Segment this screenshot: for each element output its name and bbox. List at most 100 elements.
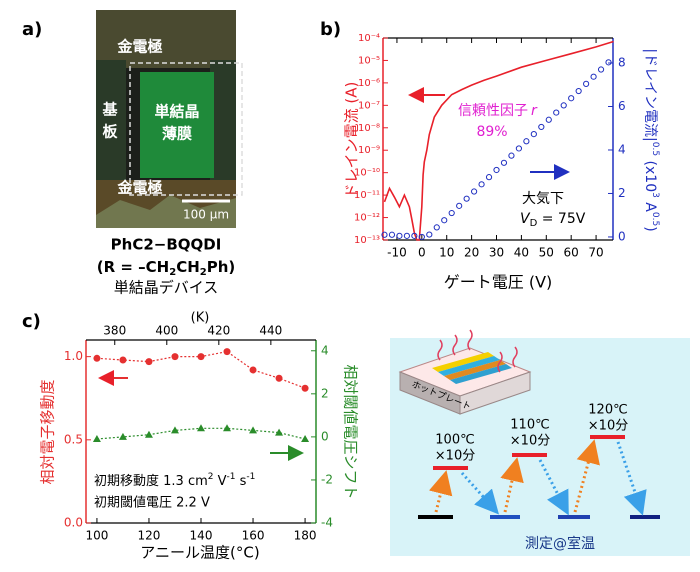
caption-sub: 2 xyxy=(169,267,176,278)
caption-sub: 2 xyxy=(200,267,207,278)
y-tick-label: 10⁻¹² xyxy=(354,213,380,224)
marker xyxy=(500,159,508,166)
y-tick-label: 0.5 xyxy=(64,432,83,446)
marker xyxy=(118,432,127,440)
photo-label: 基 xyxy=(101,101,118,119)
label-part: (x10 xyxy=(642,156,658,192)
marker xyxy=(92,435,101,443)
marker xyxy=(197,424,205,432)
caption: PhC2−BQQDI xyxy=(111,236,222,254)
marker xyxy=(145,358,153,366)
x-tick-label: 140 xyxy=(190,529,213,543)
y2-tick-label: 4 xyxy=(618,142,626,156)
annotation: 89% xyxy=(476,124,507,140)
annotation: 初期閾値電圧 2.2 V xyxy=(94,495,210,511)
marker xyxy=(388,231,396,238)
marker xyxy=(493,166,500,174)
y-tick-label: 10⁻⁹ xyxy=(358,145,380,156)
annotation-part: V xyxy=(520,211,531,227)
marker xyxy=(249,426,258,434)
annotation: 信頼性因子 r xyxy=(458,103,538,119)
marker xyxy=(411,232,418,239)
marker xyxy=(170,426,179,434)
x-tick-label: 160 xyxy=(242,529,265,543)
marker xyxy=(515,145,523,152)
label-part: ) xyxy=(642,226,658,231)
photo-label: 金電極 xyxy=(116,179,162,197)
y-tick-label: 1.0 xyxy=(64,349,83,363)
y-tick-label: 10⁻⁴ xyxy=(358,33,380,44)
marker xyxy=(223,348,231,356)
x-tick-label: 180 xyxy=(294,529,317,543)
series-line xyxy=(383,40,614,241)
marker xyxy=(583,80,590,87)
annotation-part: 初期移動度 1.3 cm xyxy=(94,473,208,489)
marker xyxy=(448,209,455,217)
y-tick-label: 10⁻¹¹ xyxy=(354,190,380,201)
annotation: VD = 75V xyxy=(520,211,586,229)
x2-tick-label: 400 xyxy=(155,324,178,338)
marker xyxy=(275,428,284,436)
marker xyxy=(403,232,410,239)
annotation-sup: -1 xyxy=(227,472,236,482)
panel-label: b) xyxy=(320,19,341,40)
measurement-label: 測定@室温 xyxy=(525,535,595,552)
marker xyxy=(223,424,232,432)
y2-tick-label: 2 xyxy=(618,186,626,200)
y2-tick-label: 6 xyxy=(618,99,626,113)
x-tick-label: 120 xyxy=(138,529,161,543)
marker xyxy=(523,138,530,145)
marker xyxy=(568,95,575,102)
y2-axis-label: 相対閾値電圧シフト xyxy=(342,364,360,499)
y-tick-label: 0.0 xyxy=(64,516,83,530)
marker xyxy=(249,366,257,374)
marker xyxy=(456,202,463,209)
photo-label: 金電極 xyxy=(116,38,162,56)
caption: (R = –CH2CH2Ph) xyxy=(97,258,236,279)
marker xyxy=(381,231,388,238)
y-tick-label: 10⁻⁸ xyxy=(358,123,380,134)
marker xyxy=(605,59,612,66)
x-axis-label: ゲート電圧 (V) xyxy=(444,273,553,292)
annotation-sup: 2 xyxy=(208,472,214,482)
x-tick-label: 70 xyxy=(588,246,603,260)
annotation-sup: -1 xyxy=(246,472,255,482)
marker xyxy=(418,233,425,241)
caption-part: Ph) xyxy=(207,258,236,276)
y-tick-label: 10⁻⁵ xyxy=(358,55,380,66)
y2-tick-label: -2 xyxy=(321,472,333,486)
marker xyxy=(426,231,433,238)
marker xyxy=(119,356,127,364)
marker xyxy=(538,123,545,131)
y-axis-label: ドレイン電流 (A) xyxy=(343,82,361,199)
x2-tick-label: 380 xyxy=(103,324,126,338)
marker xyxy=(93,354,101,362)
label-sup: 0.5 xyxy=(651,142,661,156)
annotation-part: s xyxy=(236,474,247,489)
x-tick-label: -10 xyxy=(387,246,407,260)
marker xyxy=(301,384,309,392)
marker xyxy=(471,188,478,195)
x-tick-label: 50 xyxy=(539,246,554,260)
caption-part: (R = –CH xyxy=(97,258,169,276)
y-tick-label: 10⁻¹⁰ xyxy=(354,168,380,179)
panel-label: c) xyxy=(22,311,41,332)
x-tick-label: 40 xyxy=(514,246,529,260)
marker xyxy=(575,87,582,95)
y2-tick-label: 2 xyxy=(321,386,329,400)
step-label: 120℃ xyxy=(588,403,627,418)
annotation-part: = 75V xyxy=(537,211,585,227)
marker xyxy=(433,224,440,231)
annotation: 大気下 xyxy=(522,191,564,207)
caption: 単結晶デバイス xyxy=(114,279,219,297)
scale-label: 100 μm xyxy=(183,208,229,222)
device-photo xyxy=(96,10,243,228)
step-label: ×10分 xyxy=(435,449,475,464)
x-tick-label: 30 xyxy=(489,246,504,260)
y2-tick-label: 0 xyxy=(618,229,626,243)
step-label: 100℃ xyxy=(435,433,474,448)
x-axis-label: アニール温度(°C) xyxy=(140,544,259,562)
y-tick-label: 10⁻⁶ xyxy=(358,78,380,89)
marker xyxy=(144,430,153,438)
y-tick-label: 10⁻⁷ xyxy=(358,100,380,111)
